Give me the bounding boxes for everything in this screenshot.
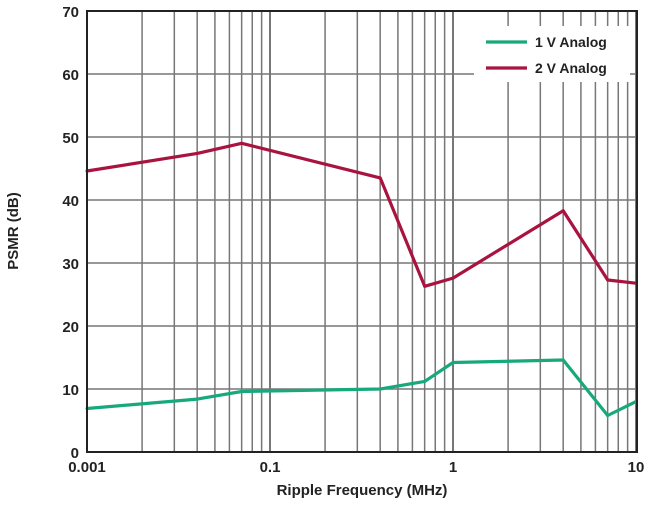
x-tick-label: 0.1: [260, 459, 281, 476]
x-axis-label: Ripple Frequency (MHz): [277, 482, 448, 499]
legend-box: [474, 26, 630, 82]
y-tick-label: 30: [62, 256, 79, 273]
y-tick-label: 20: [62, 319, 79, 336]
data-point: [240, 390, 244, 394]
data-point: [195, 151, 199, 155]
data-point: [606, 278, 610, 282]
series-lines: [85, 141, 638, 418]
data-point: [561, 358, 565, 362]
data-point: [451, 276, 455, 280]
x-tick-label: 0.001: [68, 459, 106, 476]
data-point: [240, 141, 244, 145]
data-point: [378, 387, 382, 391]
legend-label: 1 V Analog: [535, 34, 607, 50]
legend: 1 V Analog 2 V Analog: [474, 26, 630, 82]
y-tick-label: 40: [62, 193, 79, 210]
y-tick-label: 0: [71, 445, 79, 462]
data-point: [561, 209, 565, 213]
y-tick-labels: 0 10 20 30 40 50 60 70: [62, 4, 79, 462]
series-line-2-v-analog: [86, 141, 637, 288]
data-point: [423, 379, 427, 383]
legend-label: 2 V Analog: [535, 60, 607, 76]
data-point: [423, 284, 427, 288]
data-point: [606, 413, 610, 417]
data-point: [451, 361, 455, 365]
plot-frame: [86, 10, 638, 453]
x-tick-label: 10: [628, 459, 645, 476]
series-line-1-v-analog: [86, 358, 637, 418]
y-tick-label: 70: [62, 4, 79, 21]
x-tick-label: 1: [449, 459, 457, 476]
y-tick-label: 50: [62, 130, 79, 147]
data-point: [378, 176, 382, 180]
x-tick-labels: 0.001 0.1 1 10: [68, 459, 644, 476]
y-axis-label: PSMR (dB): [5, 192, 22, 270]
data-point: [195, 397, 199, 401]
y-tick-label: 60: [62, 67, 79, 84]
y-tick-label: 10: [62, 382, 79, 399]
